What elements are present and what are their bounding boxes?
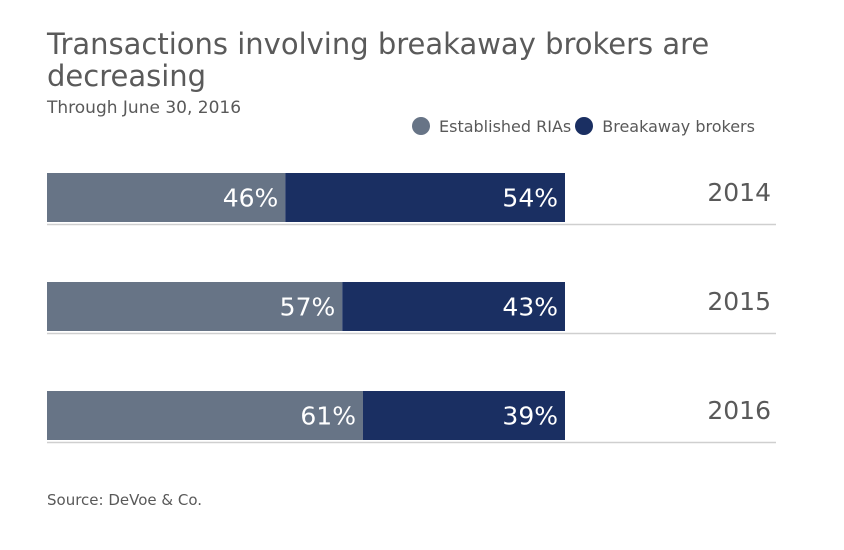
legend-swatch-breakaway: [575, 117, 594, 135]
legend-swatch-established: [412, 117, 430, 135]
legend-item-breakaway: Breakaway brokers: [575, 117, 755, 136]
legend: Established RIAs Breakaway brokers: [412, 115, 755, 137]
chart-title: Transactions involving breakaway brokers…: [47, 27, 710, 93]
data-label-established-2016: 61%: [300, 402, 356, 431]
bar-established-2015: [47, 282, 343, 331]
bar-breakaway-2015: [342, 282, 565, 331]
chart-subtitle: Through June 30, 2016: [47, 98, 242, 118]
bar-established-2014: [47, 173, 286, 222]
data-label-established-2014: 46%: [223, 184, 279, 213]
data-label-breakaway-2015: 43%: [502, 293, 558, 322]
bar-breakaway-2014: [285, 173, 565, 222]
bar-established-2016: [47, 391, 363, 440]
source-note: Source: DeVoe & Co.: [47, 491, 203, 509]
legend-item-established: Established RIAs: [412, 117, 571, 136]
data-label-established-2015: 57%: [280, 293, 336, 322]
legend-label-breakaway: Breakaway brokers: [602, 116, 755, 136]
category-label-2015: 2015: [707, 287, 771, 316]
legend-label-established: Established RIAs: [439, 116, 572, 136]
category-label-2014: 2014: [707, 178, 771, 207]
data-label-breakaway-2016: 39%: [502, 402, 558, 431]
data-label-breakaway-2014: 54%: [502, 184, 558, 213]
bar-breakaway-2016: [362, 391, 565, 440]
category-label-2016: 2016: [707, 396, 771, 425]
